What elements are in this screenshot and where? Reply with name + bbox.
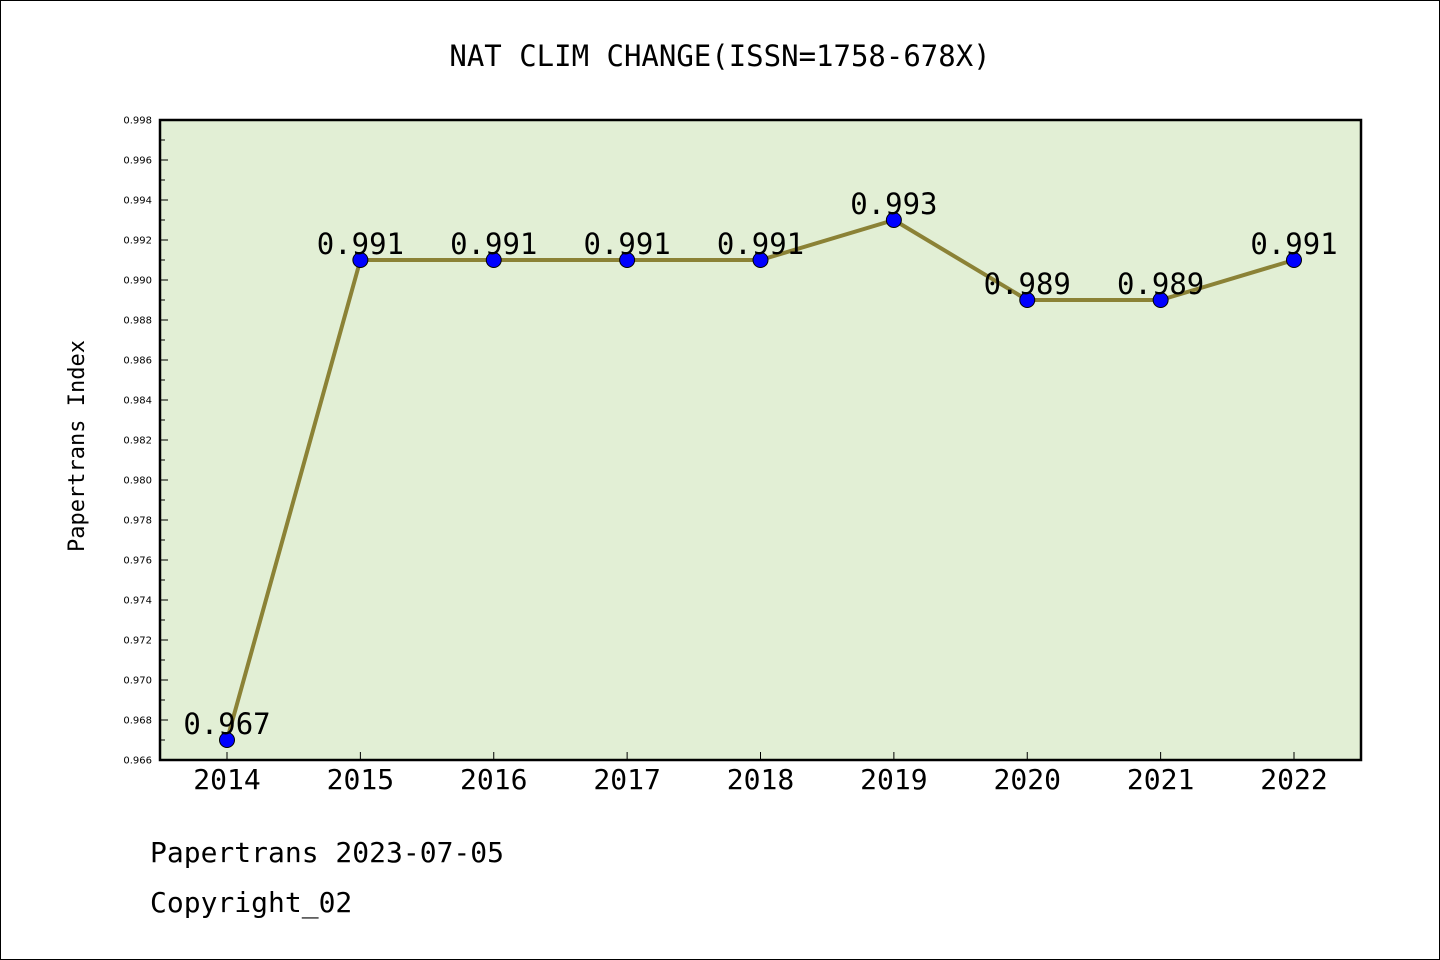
plot-area [158, 118, 1363, 762]
data-point [1019, 292, 1036, 308]
x-tick-label: 2015 [327, 763, 394, 796]
x-tick-label: 2014 [193, 763, 260, 796]
x-tick-label: 2020 [994, 763, 1061, 796]
data-labels: 0.967 0.991 0.991 0.991 0.991 0.993 0.989 0.989… [183, 187, 1337, 741]
y-tick-label: 0.994 [123, 196, 152, 207]
chart-title: NAT CLIM CHANGE(ISSN=1758-678X) [449, 39, 990, 73]
y-axis: 0.966 0.968 0.970 0.972 0.974 0.976 0.978 0.980… [123, 116, 168, 767]
data-label: 0.991 [717, 227, 804, 261]
y-tick-label: 0.990 [123, 276, 152, 287]
data-label: 0.991 [317, 227, 404, 261]
data-point [1152, 292, 1169, 308]
y-tick-label: 0.992 [123, 236, 152, 247]
data-point [485, 252, 502, 268]
series-group [219, 212, 1302, 748]
data-point [752, 252, 769, 268]
y-tick-label: 0.968 [123, 716, 152, 727]
data-label: 0.991 [583, 227, 670, 261]
y-tick-label: 0.996 [123, 156, 152, 167]
y-tick-label: 0.972 [123, 636, 152, 647]
y-tick-label: 0.986 [123, 356, 152, 367]
y-tick-label: 0.966 [123, 756, 152, 767]
footer-date: Papertrans 2023-07-05 [150, 836, 505, 869]
data-point [885, 212, 902, 228]
x-tick-label: 2018 [727, 763, 794, 796]
y-tick-label: 0.984 [123, 396, 152, 407]
data-label: 0.991 [1250, 227, 1337, 261]
data-point [1286, 252, 1302, 268]
y-tick-label: 0.998 [123, 116, 152, 127]
y-tick-label: 0.978 [123, 516, 152, 527]
footer-copyright: Copyright_02 [150, 886, 353, 919]
data-label: 0.989 [984, 267, 1071, 301]
data-label: 0.991 [450, 227, 537, 261]
data-label: 0.993 [850, 187, 937, 221]
x-tick-label: 2016 [460, 763, 527, 796]
x-tick-label: 2019 [860, 763, 927, 796]
data-point [619, 252, 636, 268]
y-tick-label: 0.970 [123, 676, 152, 687]
x-axis: 2014 2015 2016 2017 2018 2019 2020 2021 2022 [193, 752, 1328, 796]
data-label: 0.989 [1117, 267, 1204, 301]
data-point [352, 252, 369, 268]
y-tick-label: 0.982 [123, 436, 152, 447]
data-point [219, 732, 235, 748]
x-tick-label: 2021 [1127, 763, 1194, 796]
y-tick-label: 0.988 [123, 316, 152, 327]
y-axis-label: Papertrans Index [65, 340, 90, 552]
y-tick-label: 0.980 [123, 476, 152, 487]
y-tick-label: 0.976 [123, 556, 152, 567]
x-tick-label: 2017 [593, 763, 660, 796]
y-tick-label: 0.974 [123, 596, 152, 607]
data-label: 0.967 [183, 707, 270, 741]
x-tick-label: 2022 [1260, 763, 1327, 796]
